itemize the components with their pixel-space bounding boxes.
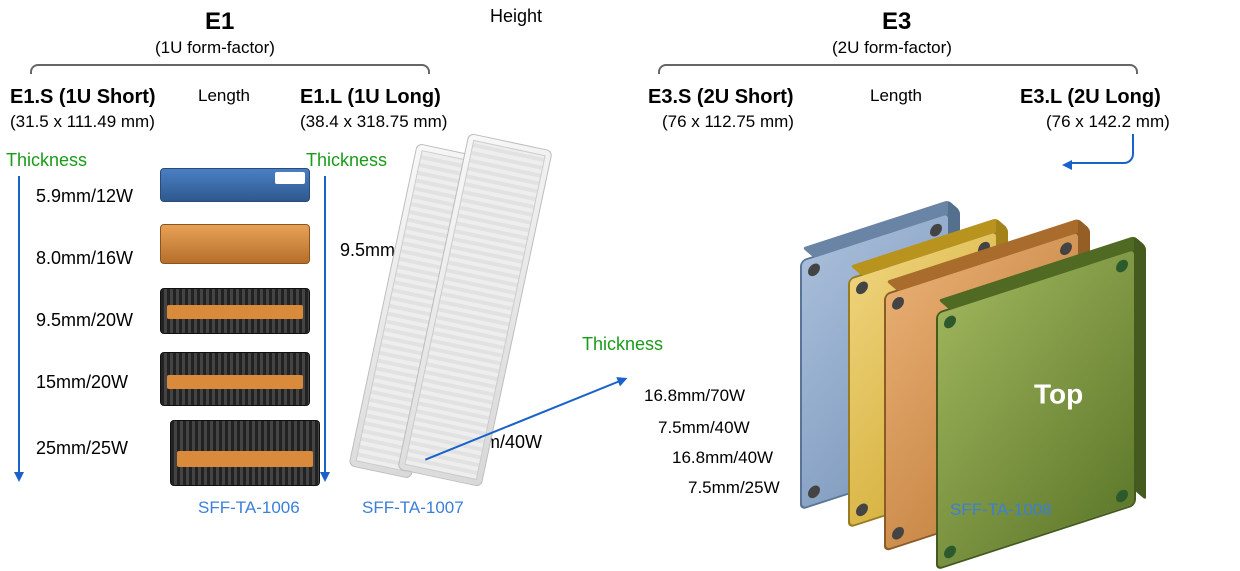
e1s-ssd-3 xyxy=(160,352,310,406)
e1-title: E1 xyxy=(205,8,234,36)
e3-variant-2: 16.8mm/40W xyxy=(672,448,773,468)
e1s-ssd-4 xyxy=(170,420,320,486)
e1l-spec: SFF-TA-1007 xyxy=(362,498,464,518)
e3-subtitle: (2U form-factor) xyxy=(832,38,952,58)
e3l-arrowhead xyxy=(1062,160,1072,170)
e3-title: E3 xyxy=(882,8,911,36)
e3-variant-0: 16.8mm/70W xyxy=(644,386,745,406)
e1l-dims: (38.4 x 318.75 mm) xyxy=(300,112,447,132)
height-label: Height xyxy=(490,6,542,27)
e1-length: Length xyxy=(198,86,250,106)
e1s-variant-3: 15mm/20W xyxy=(36,372,128,393)
e1s-variant-1: 8.0mm/16W xyxy=(36,248,133,269)
e1s-variant-4: 25mm/25W xyxy=(36,438,128,459)
e3-panel-3: Top xyxy=(936,248,1136,571)
e1s-variant-0: 5.9mm/12W xyxy=(36,186,133,207)
e1s-ssd-1 xyxy=(160,224,310,264)
e3-thickness-label: Thickness xyxy=(582,334,663,355)
e1l-title: E1.L (1U Long) xyxy=(300,86,441,109)
e3-top-face-label: Top xyxy=(1034,379,1083,411)
e1l-thickness-label: Thickness xyxy=(306,150,387,171)
e3l-title: E3.L (2U Long) xyxy=(1020,86,1161,109)
e1s-title: E1.S (1U Short) xyxy=(10,86,156,109)
e3-length: Length xyxy=(870,86,922,106)
e1-subtitle: (1U form-factor) xyxy=(155,38,275,58)
e1s-thickness-label: Thickness xyxy=(6,150,87,171)
e3-variant-1: 7.5mm/40W xyxy=(658,418,750,438)
e3s-dims: (76 x 112.75 mm) xyxy=(662,112,794,132)
e1s-ssd-0 xyxy=(160,168,310,202)
e3l-arrow xyxy=(1068,134,1134,164)
e3s-title: E3.S (2U Short) xyxy=(648,86,794,109)
e3-brace xyxy=(658,64,1138,74)
e1s-ssd-2 xyxy=(160,288,310,334)
e1l-thickness-arrow xyxy=(324,176,326,474)
e1s-variant-2: 9.5mm/20W xyxy=(36,310,133,331)
e3-spec: SFF-TA-1008 xyxy=(950,500,1052,520)
e1-brace xyxy=(30,64,430,74)
e1s-dims: (31.5 x 111.49 mm) xyxy=(10,112,155,132)
e3-variant-3: 7.5mm/25W xyxy=(688,478,780,498)
e1s-spec: SFF-TA-1006 xyxy=(198,498,300,518)
e3l-dims: (76 x 142.2 mm) xyxy=(1046,112,1170,132)
e1s-thickness-arrow xyxy=(18,176,20,474)
